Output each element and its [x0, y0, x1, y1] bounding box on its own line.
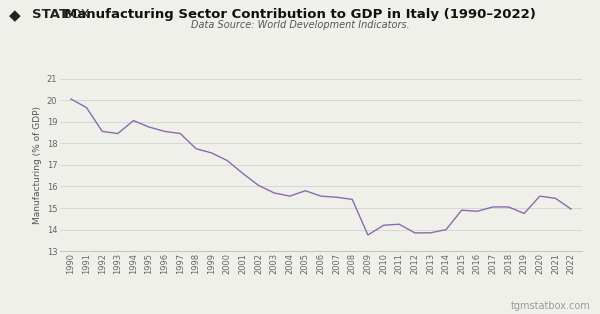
Text: BOX: BOX [63, 8, 91, 21]
Text: Manufacturing Sector Contribution to GDP in Italy (1990–2022): Manufacturing Sector Contribution to GDP… [64, 8, 536, 21]
Text: ◆: ◆ [9, 8, 21, 23]
Y-axis label: Manufacturing (% of GDP): Manufacturing (% of GDP) [34, 106, 43, 224]
Text: Data Source: World Development Indicators.: Data Source: World Development Indicator… [191, 20, 409, 30]
Text: tgmstatbox.com: tgmstatbox.com [511, 301, 591, 311]
Text: STAT: STAT [32, 8, 68, 21]
